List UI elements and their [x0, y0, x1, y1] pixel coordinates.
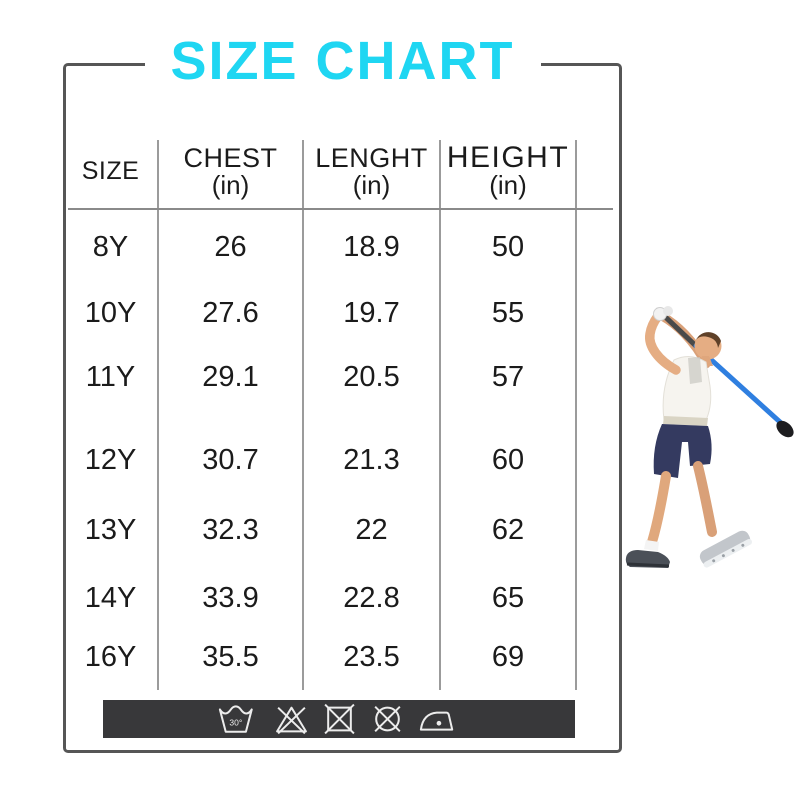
cell-height: 60	[491, 444, 525, 476]
care-instructions-bar: 30°	[103, 700, 575, 738]
golfer-right-shoe	[699, 530, 753, 568]
golfer-hand	[663, 306, 673, 316]
column-divider-2	[302, 140, 304, 690]
cell-length: 23.5	[343, 641, 400, 673]
cell-size: 11Y	[85, 361, 136, 393]
cell-length: 19.7	[343, 297, 400, 329]
cell-chest: 27.6	[202, 297, 259, 329]
shoe-spike	[712, 559, 716, 563]
do-not-bleach-icon	[274, 702, 309, 736]
cell-height: 62	[491, 514, 525, 546]
header-label: LENGHT	[315, 142, 428, 173]
cell-length: 21.3	[343, 444, 400, 476]
header-label: SIZE	[81, 157, 140, 185]
header-unit: (in)	[352, 169, 391, 200]
cell-length: 22	[355, 514, 388, 546]
table-row: 11Y 29.1 20.5 57	[63, 359, 576, 395]
header-label: CHEST	[183, 142, 278, 173]
cell-chest: 26	[214, 231, 247, 263]
machine-wash-30-icon: 30°	[217, 702, 261, 736]
cell-size: 14Y	[84, 582, 137, 614]
cell-height: 55	[491, 297, 525, 329]
table-row: 14Y 33.9 22.8 65	[63, 580, 576, 616]
header-unit: (in)	[489, 169, 527, 200]
table-row: 12Y 30.7 21.3 60	[63, 442, 576, 478]
cell-size: 8Y	[92, 231, 129, 263]
golfer-sock	[644, 540, 659, 551]
golfer-right-shoe-upper	[699, 530, 751, 566]
cell-size: 10Y	[84, 297, 137, 329]
cell-chest: 30.7	[202, 444, 259, 476]
iron-icon	[418, 702, 462, 736]
page-title: SIZE CHART	[144, 28, 541, 94]
shoe-spike	[731, 548, 735, 552]
header-unit: (in)	[211, 169, 250, 200]
shoe-spike	[721, 554, 725, 558]
column-divider-4	[575, 140, 577, 690]
golfer-left-shoe-sole	[626, 562, 670, 568]
table-row: 13Y 32.3 22 62	[63, 512, 576, 548]
table-header-row: SIZE CHEST (in) LENGHT (in) HEIGHT (in)	[63, 138, 576, 204]
do-not-tumble-dry-icon	[322, 702, 357, 736]
cell-height: 69	[491, 641, 525, 673]
cell-chest: 32.3	[202, 514, 259, 546]
cell-chest: 33.9	[202, 582, 259, 614]
column-header-size: SIZE	[63, 138, 158, 204]
cell-size: 12Y	[84, 444, 137, 476]
cell-length: 22.8	[343, 582, 400, 614]
golf-club-head	[776, 420, 794, 438]
cell-size: 16Y	[84, 641, 137, 673]
junior-golfer-illustration	[625, 306, 794, 568]
golfer-left-leg	[647, 471, 671, 547]
column-header-chest: CHEST (in)	[158, 138, 303, 204]
cell-length: 20.5	[343, 361, 400, 393]
column-divider-1	[157, 140, 159, 690]
cell-height: 57	[491, 361, 525, 393]
column-divider-3	[439, 140, 441, 690]
cell-size: 13Y	[84, 514, 137, 546]
wash-temp-label: 30°	[229, 717, 242, 727]
title-row: SIZE CHART	[63, 28, 622, 94]
table-row: 8Y 26 18.9 50	[63, 229, 576, 265]
golfer-right-leg	[693, 461, 717, 537]
table-row: 16Y 35.5 23.5 69	[63, 639, 576, 675]
header-divider	[68, 208, 613, 210]
cell-length: 18.9	[343, 231, 400, 263]
golfer-near-arm	[645, 311, 681, 375]
golfer-shirt-shade	[688, 357, 702, 384]
cell-height: 50	[491, 231, 525, 263]
cell-height: 65	[491, 582, 525, 614]
column-header-height: HEIGHT (in)	[440, 138, 576, 204]
cell-chest: 29.1	[202, 361, 259, 393]
header-label: HEIGHT	[446, 140, 570, 174]
golfer-right-shoe-sole	[703, 539, 753, 568]
do-not-dry-clean-icon	[370, 702, 405, 736]
cell-chest: 35.5	[202, 641, 259, 673]
golfer-belt	[663, 416, 708, 426]
table-row: 10Y 27.6 19.7 55	[63, 295, 576, 331]
golfer-hair	[696, 332, 721, 348]
column-header-length: LENGHT (in)	[303, 138, 440, 204]
shoe-spike	[741, 543, 745, 547]
